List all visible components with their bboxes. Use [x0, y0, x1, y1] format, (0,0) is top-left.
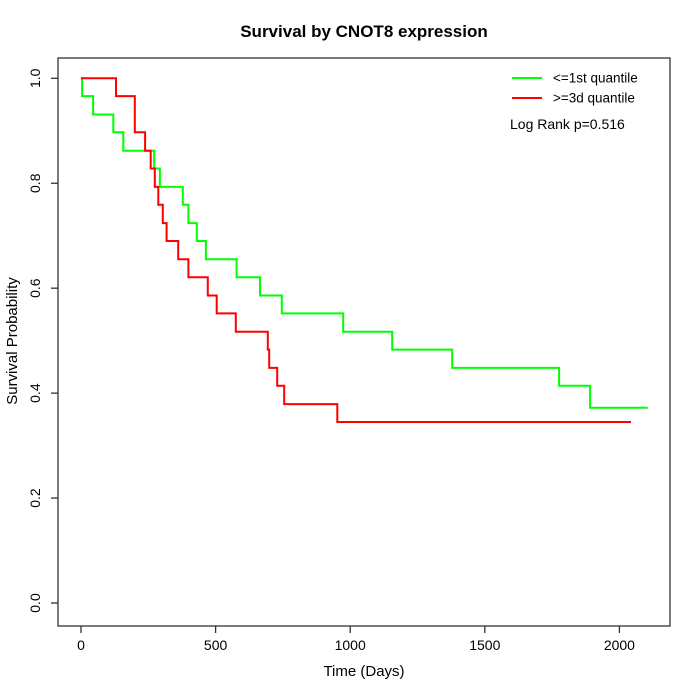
- legend-label-third-quantile: >=3d quantile: [553, 91, 635, 106]
- survival-curves: [81, 77, 648, 423]
- y-tick-label: 0.2: [27, 488, 43, 508]
- km-curve-first-quantile: [81, 77, 648, 409]
- plot-frame: [57, 57, 671, 627]
- legend-label-first-quantile: <=1st quantile: [553, 71, 638, 86]
- x-axis-label: Time (Days): [323, 663, 404, 680]
- y-tick-label: 0.6: [27, 278, 43, 298]
- chart-title: Survival by CNOT8 expression: [240, 22, 488, 41]
- logrank-pvalue-annotation: Log Rank p=0.516: [510, 116, 625, 132]
- x-tick-label: 1500: [469, 637, 500, 653]
- x-tick-label: 0: [77, 637, 85, 653]
- y-tick-label: 0.4: [27, 383, 43, 403]
- km-curve-third-quantile: [81, 77, 631, 423]
- y-tick-label: 0.8: [27, 173, 43, 193]
- y-tick-label: 0.0: [27, 593, 43, 613]
- y-tick-label: 1.0: [27, 68, 43, 88]
- axis-ticks: 0 500 1000 1500 2000 0.0 0.2 0.4 0.6 0.8 1.0: [27, 68, 635, 653]
- x-tick-label: 500: [204, 637, 228, 653]
- x-tick-label: 2000: [604, 637, 635, 653]
- y-axis-label: Survival Probability: [4, 277, 21, 405]
- legend: <=1st quantile >=3d quantile Log Rank p=…: [510, 71, 638, 133]
- x-tick-label: 1000: [335, 637, 366, 653]
